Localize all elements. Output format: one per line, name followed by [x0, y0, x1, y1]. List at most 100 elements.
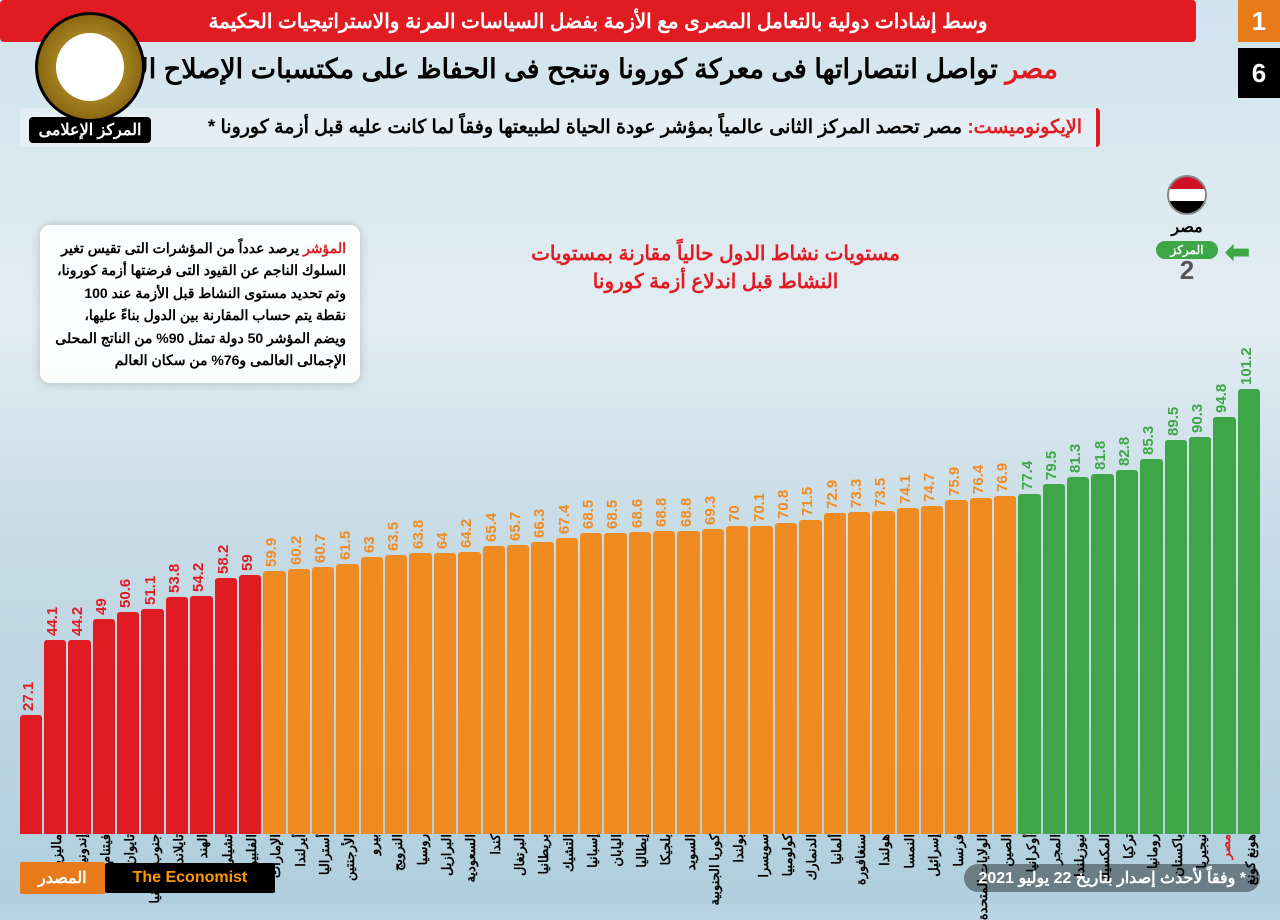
bar: 76.9: [994, 496, 1016, 834]
bar-label: المجر: [1048, 834, 1064, 865]
bar-value: 81.8: [1092, 441, 1109, 470]
bar: 63.8: [409, 553, 431, 834]
bar-value: 65.7: [507, 512, 524, 541]
bar-col: 89.5باكستان: [1165, 440, 1187, 834]
bar-col: 60.7أستراليا: [312, 567, 334, 834]
bar-col: 64.2السعودية: [458, 552, 480, 834]
gov-logo: المركز الإعلامى: [15, 12, 165, 143]
bar-value: 68.8: [653, 498, 670, 527]
bar-label: كندا: [488, 834, 504, 855]
bar-value: 63.5: [385, 522, 402, 551]
bar-value: 75.9: [946, 467, 963, 496]
bar: 77.4: [1018, 494, 1040, 834]
bar-col: 44.1ماليزيا: [44, 640, 66, 834]
bar: 67.4: [556, 538, 578, 834]
bar-col: 66.3بريطانيا: [531, 542, 553, 834]
bar: 75.9: [945, 500, 967, 834]
bar-value: 68.6: [629, 499, 646, 528]
bar-value: 94.8: [1213, 384, 1230, 413]
headline-highlight: مصر: [1005, 54, 1058, 84]
bar-value: 54.2: [190, 562, 207, 591]
bar: 63.5: [385, 555, 407, 834]
bar-label: فيتنام: [98, 834, 114, 864]
bar-col: 76.4الولايات المتحدة: [970, 498, 992, 834]
bar: 90.3: [1189, 437, 1211, 834]
bar-value: 67.4: [556, 504, 573, 533]
bar-value: 68.8: [678, 498, 695, 527]
bar-col: 44.2إندونيسيا: [68, 640, 90, 834]
bar-col: 82.8تركيا: [1116, 470, 1138, 834]
bar-col: 101.2هونغ كونغ: [1238, 389, 1260, 834]
bar: 85.3: [1140, 459, 1162, 834]
bar: 73.5: [872, 511, 894, 834]
bar-value: 58.2: [215, 545, 232, 574]
bar: 58.2: [215, 578, 237, 834]
bar-label: تركيا: [1121, 834, 1137, 859]
bar-col: 61.5الأرجنتين: [336, 564, 358, 834]
bar-col: 64البرازيل: [434, 553, 456, 834]
chart-area: مصر المركز 2 ⬅ مستويات نشاط الدول حالياً…: [20, 175, 1260, 834]
bar-value: 68.5: [604, 500, 621, 529]
bar: 68.8: [677, 531, 699, 834]
bar-col: 72.9ألمانيا: [824, 513, 846, 834]
bar: 59.9: [263, 571, 285, 834]
bar-value: 70: [726, 506, 743, 523]
bar: 53.8: [166, 597, 188, 834]
bar-col: 65.4كندا: [483, 546, 505, 834]
bar: 70.1: [750, 526, 772, 834]
bar: 50.6: [117, 612, 139, 835]
page-marker-2: 6: [1238, 48, 1280, 98]
bar-value: 63: [361, 536, 378, 553]
bar-col: 69.3كوريا الجنوبية: [702, 529, 724, 834]
bar-col: 63بيرو: [361, 557, 383, 834]
bar-label: بولندا: [731, 834, 747, 863]
bar-col: 51.1جنوب أفريقيا: [141, 609, 163, 834]
bar-label: الهند: [195, 834, 211, 858]
bar-col: 74.1النمسا: [897, 508, 919, 834]
bar-value: 59: [239, 554, 256, 571]
bar-col: 76.9الصين: [994, 496, 1016, 834]
subheadline: الإيكونوميست: مصر تحصد المركز الثانى عال…: [20, 108, 1100, 147]
bar-value: 81.3: [1067, 443, 1084, 472]
subhead-body: مصر تحصد المركز الثانى عالمياً بمؤشر عود…: [208, 117, 968, 138]
footer: * وفقاً لأحدث إصدار بتاريخ 22 يوليو 2021…: [20, 862, 1260, 894]
source-label: المصدر: [20, 862, 105, 894]
bar-col: 73.3سنغافورة: [848, 512, 870, 834]
bar-col: 74.7إسرائيل: [921, 506, 943, 834]
bar-value: 76.9: [994, 463, 1011, 492]
bar-value: 73.5: [872, 478, 889, 507]
bar-col: 70.8كولومبيا: [775, 523, 797, 834]
bar-col: 60.2أيرلندا: [288, 569, 310, 834]
ribbon-text: وسط إشادات دولية بالتعامل المصرى مع الأز…: [0, 0, 1196, 42]
bar-value: 53.8: [166, 564, 183, 593]
bar-value: 68.5: [580, 500, 597, 529]
bar-col: 50.6تايوان: [117, 612, 139, 835]
egypt-flag-label: مصر: [1156, 217, 1218, 237]
footer-date: * وفقاً لأحدث إصدار بتاريخ 22 يوليو 2021: [964, 864, 1260, 892]
bar-label: ألمانيا: [829, 834, 845, 865]
bar-value: 65.4: [483, 513, 500, 542]
bar-label: تايلاند: [171, 834, 187, 863]
bar-value: 50.6: [117, 578, 134, 607]
bar: 69.3: [702, 529, 724, 834]
note-title: المؤشر: [303, 240, 346, 256]
bar-value: 77.4: [1019, 460, 1036, 489]
bar: 82.8: [1116, 470, 1138, 834]
headline-body: تواصل انتصاراتها فى معركة كورونا وتنجح ف…: [48, 54, 1006, 84]
bar-col: 49فيتنام: [93, 619, 115, 834]
bar: 72.9: [824, 513, 846, 834]
bar-value: 69.3: [702, 496, 719, 525]
bar-value: 89.5: [1165, 407, 1182, 436]
bar: 74.1: [897, 508, 919, 834]
bar: 60.7: [312, 567, 334, 834]
bar: 68.8: [653, 531, 675, 834]
bar-col: 53.8تايلاند: [166, 597, 188, 834]
bar-value: 90.3: [1189, 404, 1206, 433]
bar-col: 70بولندا: [726, 526, 748, 834]
bar-value: 60.2: [288, 536, 305, 565]
bar-col: 65.7البرتغال: [507, 545, 529, 834]
bar: 44.1: [44, 640, 66, 834]
bar-col: 75.9فرنسا: [945, 500, 967, 834]
bar-col: 54.2الهند: [190, 596, 212, 834]
bar-value: 59.9: [263, 537, 280, 566]
